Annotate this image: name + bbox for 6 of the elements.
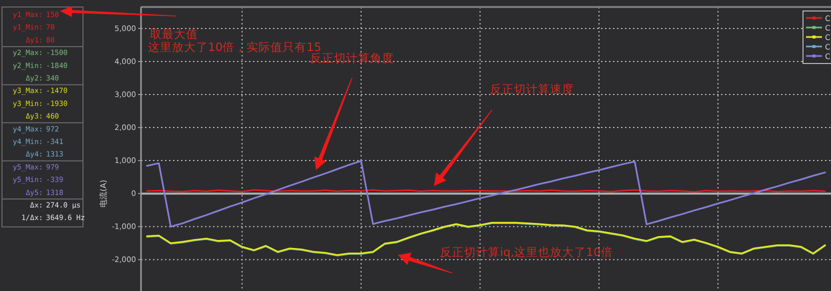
annotation: 反正切计算速度 <box>490 82 574 96</box>
y-axis-title: 电流(A) <box>99 180 108 208</box>
annotation: 反正切计算角度 <box>310 51 394 65</box>
annotation: 反正切计算iq,这里也放大了10倍 <box>440 245 613 259</box>
annotation: 取最大值 <box>150 27 198 41</box>
annotation: 这里放大了10倍，实际值只有15 <box>148 40 322 54</box>
